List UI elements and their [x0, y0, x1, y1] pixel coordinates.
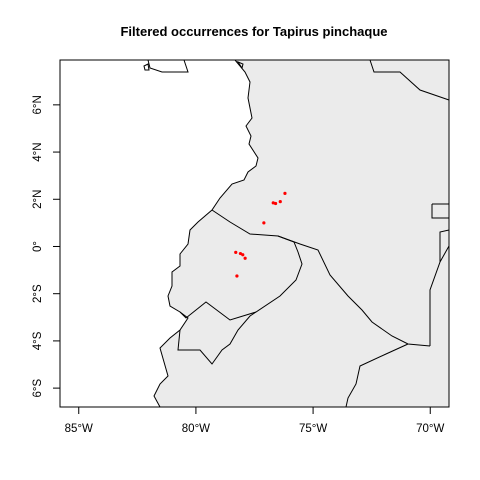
occurrence-point [235, 274, 239, 278]
border-peru-brazil [345, 343, 409, 408]
y-tick-label: 6°N [32, 95, 44, 114]
occurrence-point [262, 221, 266, 225]
border-colombia-ecuador [211, 209, 431, 347]
x-tick-label: 70°W [416, 423, 444, 435]
x-tick-label: 75°W [299, 423, 327, 435]
y-tick-label: 0° [32, 241, 44, 252]
x-tick-label: 85°W [65, 423, 93, 435]
land-east [60, 60, 449, 407]
occurrence-point [241, 253, 245, 257]
occurrence-points [234, 191, 287, 278]
y-axis: 6°N 4°N 2°N 0° 2°S 4°S 6°S [32, 95, 60, 397]
border-peru-south [177, 311, 257, 365]
y-tick-label: 2°N [32, 190, 44, 209]
coastline [147, 59, 259, 408]
occurrence-point [278, 200, 282, 204]
border-venezuela [369, 59, 450, 101]
chart-title: Filtered occurrences for Tapirus pinchaq… [120, 24, 387, 39]
x-axis: 85°W 80°W 75°W 70°W [65, 407, 445, 435]
y-tick-label: 4°S [32, 331, 44, 350]
island-2 [236, 60, 244, 70]
y-tick-label: 6°S [32, 378, 44, 397]
occurrence-point [234, 250, 238, 254]
ocean [60, 60, 258, 407]
plot-area [59, 59, 450, 408]
y-tick-label: 4°N [32, 142, 44, 161]
y-tick-label: 2°S [32, 284, 44, 303]
plot-frame [59, 59, 450, 408]
island-1 [143, 63, 150, 71]
x-tick-label: 80°W [182, 423, 210, 435]
occurrence-point [243, 256, 247, 260]
occurrence-point [273, 201, 278, 206]
border-brazil [429, 203, 450, 346]
border-ecuador-peru [179, 235, 303, 321]
occurrence-point [283, 191, 287, 195]
